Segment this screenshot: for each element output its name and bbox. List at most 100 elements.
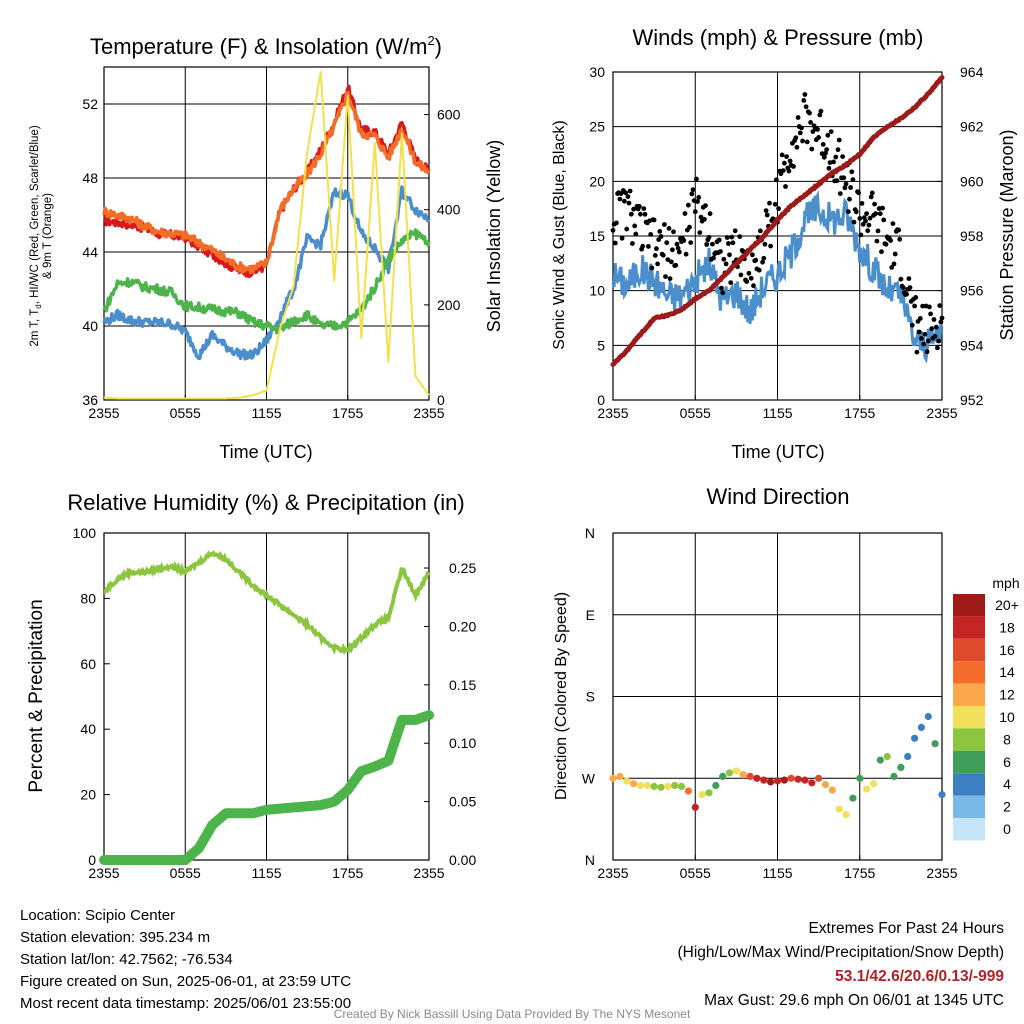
gust-point (809, 146, 815, 152)
temperature-y-tick-label: 52 (82, 96, 98, 112)
gust-point (696, 195, 702, 200)
humidity-y-tick-label: 60 (80, 656, 96, 672)
gust-point (841, 175, 847, 181)
winds-y-tick-label: 5 (597, 337, 605, 353)
temperature-x-tick-label: 2355 (88, 405, 119, 421)
temperature-y-tick-label: 44 (82, 244, 98, 260)
temperature-x-axis-label: Time (UTC) (219, 442, 312, 462)
gust-point (767, 200, 772, 206)
direction-point (630, 780, 638, 788)
gust-point (624, 226, 630, 232)
winds-y-axis-label: Sonic Wind & Gust (Blue, Black) (551, 120, 568, 349)
gust-point (694, 176, 699, 182)
winds-x-axis-label: Time (UTC) (731, 442, 824, 462)
direction-y-tick-label: S (586, 689, 595, 705)
direction-x-tick-label: 0555 (680, 865, 711, 881)
gust-point (626, 200, 632, 206)
gust-point (764, 212, 770, 218)
colorbar-label: 10 (999, 709, 1015, 725)
gust-point (617, 196, 623, 202)
colorbar-swatch (953, 773, 985, 796)
gust-point (888, 238, 893, 243)
colorbar-label: 20+ (995, 597, 1019, 613)
gust-point (768, 243, 773, 249)
gust-point (657, 229, 663, 234)
direction-point (801, 776, 809, 784)
gust-point (889, 265, 895, 270)
precip-y-tick-label: 0.25 (449, 560, 476, 576)
direction-point (897, 763, 905, 772)
title-close-paren: ) (435, 34, 442, 59)
humidity-x-tick-label: 1155 (251, 865, 281, 881)
temperature-x-tick-label: 2355 (413, 405, 444, 421)
gust-point (890, 221, 896, 227)
direction-point (712, 781, 720, 790)
gust-point (927, 304, 932, 310)
humidity-y-tick-label: 20 (80, 787, 96, 803)
gust-point (863, 218, 868, 224)
gust-point (803, 104, 809, 110)
gust-point (879, 249, 884, 255)
gust-point (815, 126, 820, 132)
temperature-y-tick-label: 36 (82, 392, 98, 408)
gust-point (681, 238, 687, 243)
direction-point (657, 783, 665, 791)
direction-point (842, 811, 850, 819)
direction-point (746, 772, 754, 781)
pressure-y-tick-label: 958 (960, 228, 984, 244)
gust-point (750, 252, 755, 258)
colorbar-label: 8 (1003, 731, 1011, 747)
gust-point (729, 234, 735, 240)
gust-point (904, 291, 909, 297)
direction-point (691, 803, 699, 811)
gust-point (881, 217, 887, 223)
gust-point (711, 255, 716, 261)
extremes-title: Extremes For Past 24 Hours (808, 920, 1004, 937)
pressure-y-tick-label: 954 (960, 337, 984, 353)
colorbar-label: 2 (1003, 799, 1011, 815)
direction-point (677, 782, 686, 791)
gust-point (874, 238, 880, 244)
colorbar-label: 18 (999, 619, 1015, 635)
insolation-y-tick-label: 400 (437, 202, 461, 218)
humidity-y-axis-label: Percent & Precipitation (26, 599, 47, 792)
gust-point (776, 206, 781, 212)
direction-point (753, 774, 761, 782)
gust-point (703, 203, 708, 209)
direction-x-tick-label: 2355 (926, 865, 957, 881)
colorbar-swatch (953, 683, 985, 706)
temperature-series-line-3 (102, 228, 431, 335)
precip-y-tick-label: 0.20 (449, 618, 476, 634)
winds-y-tick-label: 0 (597, 392, 605, 408)
gust-point (610, 227, 616, 233)
direction-point (760, 776, 768, 784)
direction-point (911, 734, 919, 742)
gust-point (625, 194, 631, 200)
gust-point (748, 275, 754, 281)
direction-point (739, 771, 747, 779)
gust-point (921, 341, 927, 347)
colorbar-swatch (953, 750, 985, 774)
gust-point (780, 168, 786, 174)
direction-point (767, 778, 775, 786)
gust-point (746, 270, 752, 276)
gust-point (851, 219, 857, 225)
pressure-y-tick-label: 952 (960, 392, 984, 408)
gust-point (856, 190, 861, 196)
gust-point (689, 191, 695, 197)
gust-point (853, 209, 859, 215)
gust-point (802, 92, 808, 97)
gust-point (907, 285, 913, 290)
gust-point (795, 115, 801, 120)
gust-point (843, 181, 849, 187)
gust-point (820, 142, 826, 147)
gust-point (919, 336, 924, 341)
gust-point (753, 257, 759, 263)
gust-point (938, 319, 944, 325)
gust-point (799, 125, 804, 131)
direction-point (732, 767, 741, 775)
pressure-y-tick-label: 962 (960, 119, 984, 135)
gust-point (675, 245, 681, 251)
gust-point (920, 303, 925, 309)
winds-panel-title: Winds (mph) & Pressure (mb) (633, 25, 924, 50)
